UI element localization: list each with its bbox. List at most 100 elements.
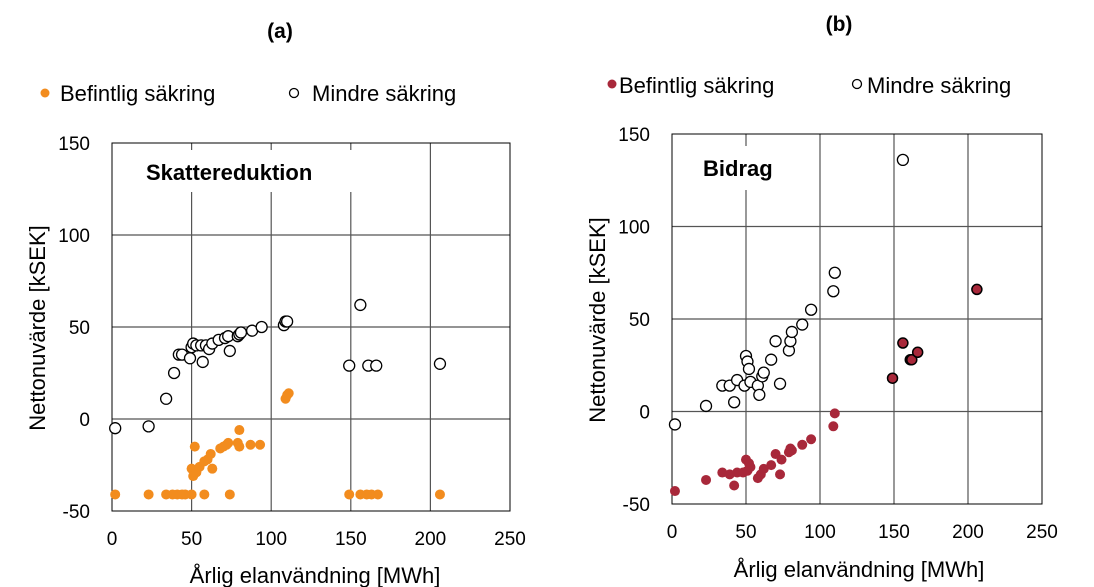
- data-point-befintlig: [283, 388, 294, 399]
- panel-a-y-axis-label: Nettonuvärde [kSEK]: [25, 225, 50, 430]
- panel-b: (b) Befintlig säkring Mindre säkring Bid…: [585, 13, 1058, 582]
- data-point-mindre: [223, 344, 236, 358]
- data-point-mindre: [255, 320, 268, 334]
- legend-a-filled-marker: [40, 88, 50, 98]
- data-point-mindre: [765, 353, 778, 366]
- y-tick-label: 100: [618, 218, 650, 239]
- data-point-befintlig: [110, 489, 121, 500]
- panel-a-x-axis-label: Årlig elanvändning [MWh]: [190, 563, 441, 587]
- data-point-mindre: [742, 362, 756, 376]
- panel-a-grid: [112, 143, 510, 511]
- data-point-mindre: [354, 298, 367, 312]
- x-tick-label: 0: [667, 522, 678, 543]
- data-point-befintlig: [143, 489, 154, 500]
- y-tick-label: 50: [69, 318, 90, 339]
- x-tick-label: 50: [735, 522, 756, 543]
- panel-b-annotation-box: [693, 146, 805, 190]
- x-tick-label: 200: [952, 522, 984, 543]
- data-point-mindre: [728, 396, 741, 409]
- panel-b-plot-frame: [671, 133, 1043, 505]
- panel-a-points: [109, 298, 447, 500]
- panel-a-annotation-box: [133, 150, 378, 192]
- panel-b-points: [668, 153, 983, 497]
- x-tick-label: 250: [494, 529, 526, 550]
- data-point-befintlig: [906, 353, 918, 366]
- y-tick-label: 50: [629, 310, 650, 331]
- data-point-mindre: [167, 366, 181, 380]
- data-point-mindre: [343, 359, 356, 372]
- data-point-mindre: [828, 266, 841, 279]
- data-point-befintlig: [224, 489, 235, 500]
- data-point-befintlig: [205, 448, 216, 459]
- data-point-befintlig: [701, 474, 712, 485]
- panel-b-x-axis-label: Årlig elanvändning [MWh]: [734, 557, 985, 582]
- x-tick-label: 150: [335, 529, 367, 550]
- data-point-befintlig: [786, 445, 797, 456]
- legend-b-open-label: Mindre säkring: [867, 73, 1011, 98]
- panel-b-grid: [672, 134, 1042, 504]
- data-point-mindre: [280, 315, 294, 328]
- data-point-mindre: [785, 325, 799, 339]
- panel-a-y-ticks: 150 100 50 0 -50: [58, 134, 90, 523]
- data-point-mindre: [109, 422, 122, 435]
- y-tick-label: 100: [58, 226, 90, 247]
- legend-b-filled-marker: [607, 79, 617, 89]
- panel-b-x-ticks: 0 50 100 150 200 250: [667, 522, 1058, 543]
- panel-a-label: (a): [267, 20, 293, 43]
- panel-b-y-axis-label: Nettonuvärde [kSEK]: [585, 217, 610, 422]
- data-point-mindre: [796, 318, 809, 331]
- data-point-befintlig: [971, 283, 983, 296]
- data-point-befintlig: [234, 425, 245, 436]
- data-point-mindre: [196, 355, 209, 369]
- data-point-mindre: [159, 392, 173, 405]
- data-point-mindre: [699, 399, 713, 413]
- data-point-mindre: [804, 303, 818, 316]
- data-point-befintlig: [434, 489, 445, 500]
- data-point-befintlig: [897, 337, 909, 349]
- y-tick-label: 0: [79, 410, 90, 431]
- x-tick-label: 200: [415, 529, 447, 550]
- data-point-befintlig: [207, 463, 218, 474]
- panel-a-annotation: Skattereduktion: [146, 160, 312, 185]
- data-point-mindre: [142, 420, 155, 433]
- data-point-befintlig: [776, 454, 787, 465]
- x-tick-label: 0: [107, 529, 118, 550]
- data-point-befintlig: [199, 489, 210, 500]
- panel-b-annotation: Bidrag: [703, 156, 773, 181]
- x-tick-label: 150: [878, 522, 910, 543]
- data-point-mindre: [773, 377, 787, 390]
- data-point-befintlig: [245, 439, 256, 450]
- data-point-befintlig: [344, 489, 355, 500]
- data-point-befintlig: [255, 439, 266, 450]
- data-point-mindre: [433, 357, 447, 370]
- data-point-befintlig: [828, 421, 839, 432]
- x-tick-label: 100: [255, 529, 287, 550]
- data-point-befintlig: [775, 469, 786, 480]
- legend-a-open-marker: [288, 87, 300, 99]
- data-point-mindre: [668, 418, 682, 431]
- data-point-befintlig: [806, 434, 817, 445]
- data-point-befintlig: [669, 486, 680, 497]
- data-point-mindre: [827, 285, 840, 298]
- data-point-befintlig: [766, 460, 777, 471]
- data-point-befintlig: [223, 437, 234, 448]
- data-point-befintlig: [372, 489, 383, 500]
- y-tick-label: -50: [623, 495, 650, 516]
- legend-b-filled-label: Befintlig säkring: [619, 73, 774, 98]
- data-point-befintlig: [797, 439, 808, 450]
- legend-a-filled-label: Befintlig säkring: [60, 81, 215, 106]
- panel-a-plot-frame: [111, 142, 511, 512]
- panel-b-y-ticks: 150 100 50 0 -50: [618, 125, 650, 516]
- data-point-befintlig: [758, 463, 769, 474]
- panel-b-label: (b): [826, 13, 853, 36]
- panel-a: (a) Befintlig säkring Mindre säkring Ska…: [25, 20, 526, 587]
- data-point-mindre: [757, 366, 770, 379]
- data-point-befintlig: [911, 346, 924, 359]
- y-tick-label: 150: [58, 134, 90, 155]
- data-point-befintlig: [234, 441, 245, 452]
- data-point-befintlig: [729, 480, 740, 491]
- x-tick-label: 50: [181, 529, 202, 550]
- legend-b-open-marker: [851, 78, 863, 90]
- data-point-mindre: [234, 326, 248, 339]
